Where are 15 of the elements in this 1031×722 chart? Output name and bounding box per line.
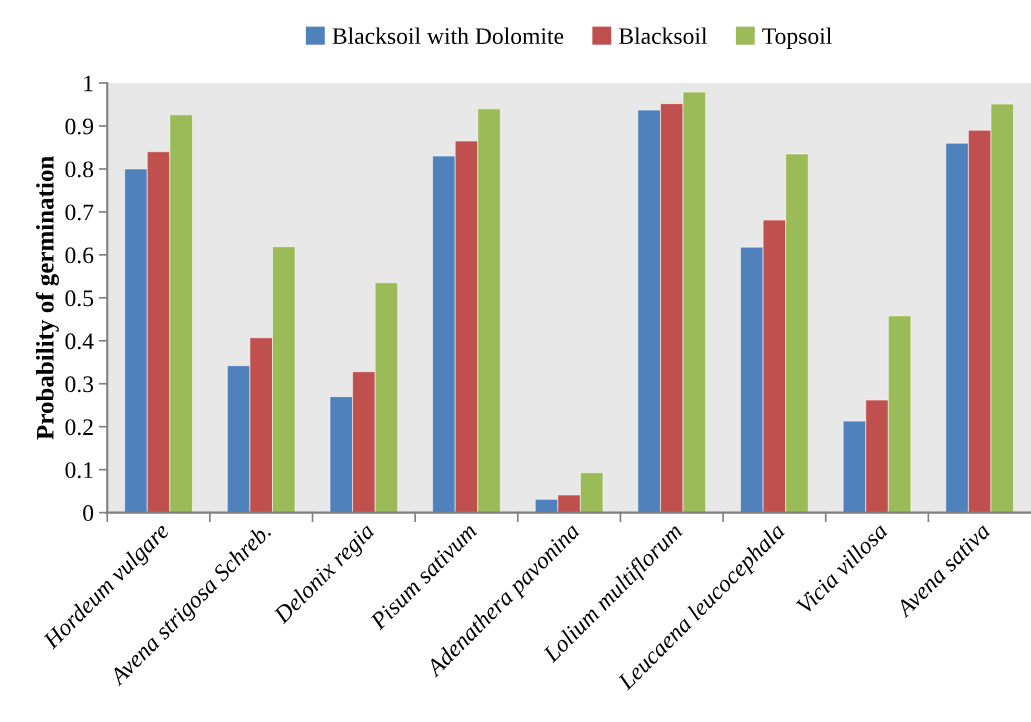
y-tick-label: 0.2 xyxy=(65,419,93,436)
y-tick-label: 0.6 xyxy=(65,247,94,264)
y-tick-label: 0.1 xyxy=(65,462,93,479)
y-tick-label: 0.9 xyxy=(65,118,94,135)
y-tick-label: 0.8 xyxy=(65,161,94,178)
y-tick-label: 0.5 xyxy=(65,290,94,307)
y-tick-label: 0.3 xyxy=(65,376,94,393)
y-tick-label: 1 xyxy=(84,75,93,92)
y-tick-label: 0.7 xyxy=(65,204,94,221)
y-tick-label: 0 xyxy=(83,505,94,522)
legend-label: Topsoil xyxy=(762,27,832,49)
y-tick-label: 0.4 xyxy=(65,333,94,350)
legend-label: Blacksoil with Dolomite xyxy=(332,27,564,45)
y-axis-title: Probability of germination xyxy=(35,156,59,440)
legend-label: Blacksoil xyxy=(619,27,708,45)
